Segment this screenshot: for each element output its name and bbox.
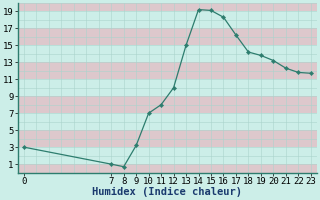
Bar [18,28,317,45]
Bar [18,45,317,62]
Bar [18,3,317,11]
Bar [18,79,317,96]
Bar [18,164,317,173]
Bar [18,62,317,79]
Bar [18,11,317,28]
Bar [18,147,317,164]
Bar [18,96,317,113]
Bar [18,113,317,130]
X-axis label: Humidex (Indice chaleur): Humidex (Indice chaleur) [92,187,242,197]
Bar [18,130,317,147]
